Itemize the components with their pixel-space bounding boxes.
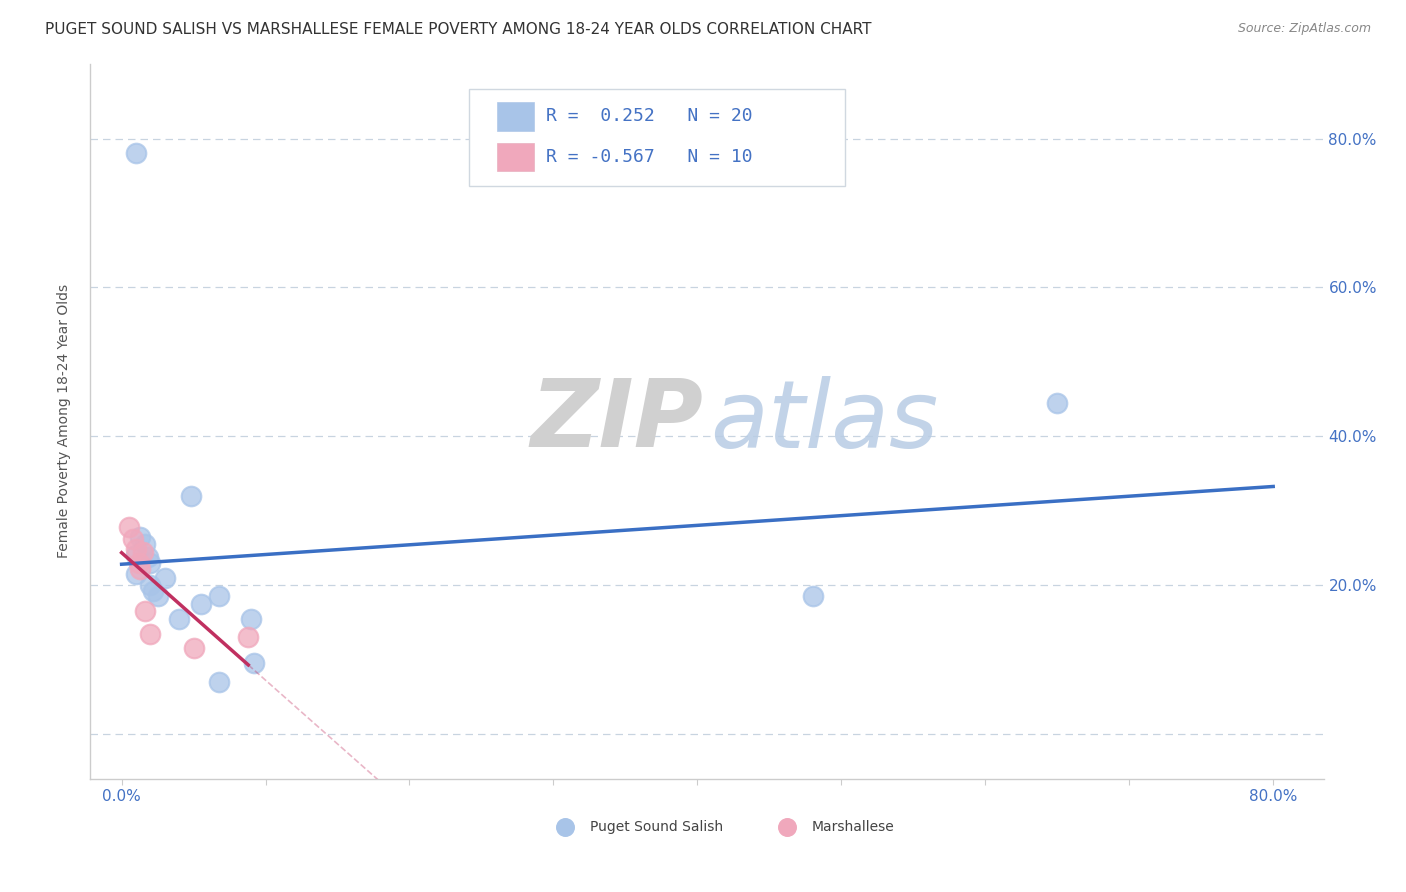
Point (167, 612, 190, 626)
Point (240, 612, 263, 626)
Text: PUGET SOUND SALISH VS MARSHALLESE FEMALE POVERTY AMONG 18-24 YEAR OLDS CORRELATI: PUGET SOUND SALISH VS MARSHALLESE FEMALE… (45, 22, 872, 37)
Point (132, 544, 155, 558)
Point (208, 674, 231, 689)
Point (118, 520, 141, 534)
Point (238, 630, 260, 644)
Text: Puget Sound Salish: Puget Sound Salish (589, 821, 723, 834)
Point (190, 597, 212, 611)
Text: ZIP: ZIP (530, 376, 703, 467)
Point (134, 537, 156, 551)
FancyBboxPatch shape (498, 102, 534, 130)
Point (665, 778, 688, 792)
Point (243, 657, 266, 671)
Point (146, 590, 169, 604)
Text: R =  0.252   N = 20: R = 0.252 N = 20 (547, 107, 754, 125)
Point (180, 489, 202, 503)
Point (924, 778, 946, 792)
Point (125, 549, 148, 563)
Point (208, 590, 231, 604)
Point (125, 566, 148, 581)
Point (183, 641, 205, 656)
Point (125, 542, 148, 557)
Text: Source: ZipAtlas.com: Source: ZipAtlas.com (1237, 22, 1371, 36)
Point (139, 556, 162, 570)
Point (801, 590, 824, 604)
Y-axis label: Female Poverty Among 18-24 Year Olds: Female Poverty Among 18-24 Year Olds (58, 285, 72, 558)
FancyBboxPatch shape (498, 143, 534, 171)
FancyBboxPatch shape (468, 89, 845, 186)
Point (136, 549, 159, 564)
Point (139, 626, 162, 640)
Point (125, 146, 148, 161)
Point (153, 571, 176, 585)
Point (122, 532, 145, 546)
Text: R = -0.567   N = 10: R = -0.567 N = 10 (547, 148, 754, 166)
Point (1046, 396, 1069, 410)
Point (129, 530, 152, 544)
Text: atlas: atlas (710, 376, 939, 467)
Text: Marshallese: Marshallese (811, 821, 894, 834)
Point (139, 578, 162, 592)
Point (134, 604, 156, 618)
Point (128, 556, 150, 570)
Point (142, 584, 165, 599)
Point (129, 562, 152, 576)
